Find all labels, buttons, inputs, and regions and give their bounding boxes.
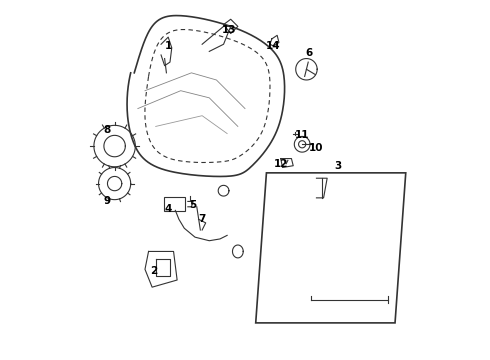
Text: 14: 14 (266, 41, 281, 51)
Text: 8: 8 (104, 125, 111, 135)
Text: 4: 4 (165, 203, 172, 213)
Text: 13: 13 (221, 25, 236, 35)
Text: 1: 1 (165, 41, 172, 51)
Text: 9: 9 (104, 197, 111, 206)
Text: 2: 2 (150, 266, 157, 276)
Text: 7: 7 (198, 214, 206, 224)
Text: 5: 5 (190, 200, 197, 210)
Text: 10: 10 (309, 143, 324, 153)
Text: 6: 6 (306, 48, 313, 58)
Text: 12: 12 (273, 159, 288, 169)
Text: 11: 11 (295, 130, 309, 140)
Text: 3: 3 (334, 161, 342, 171)
